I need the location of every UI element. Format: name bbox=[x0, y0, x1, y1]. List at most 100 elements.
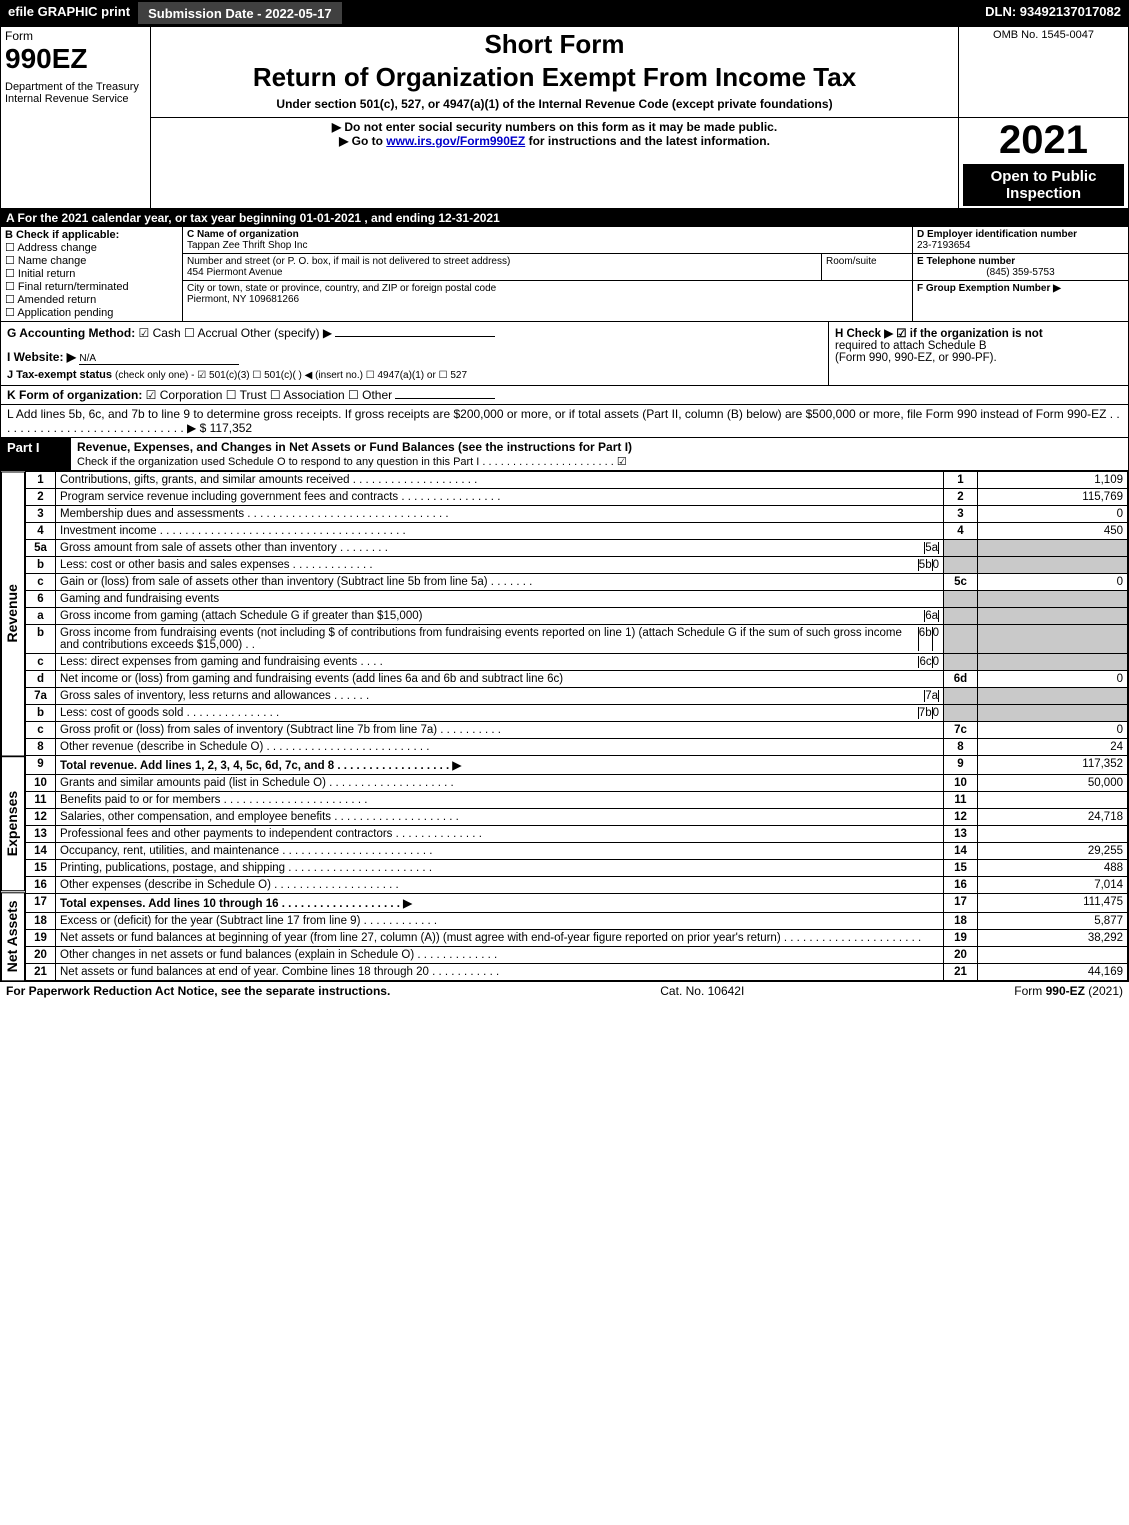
line-5b: bLess: cost or other basis and sales exp… bbox=[26, 557, 1128, 574]
chk-accrual[interactable]: ☐ Accrual bbox=[184, 326, 237, 340]
city-label: City or town, state or province, country… bbox=[187, 283, 908, 294]
line-20: 20Other changes in net assets or fund ba… bbox=[26, 947, 1128, 964]
i-label: I Website: ▶ bbox=[7, 350, 76, 364]
title-return: Return of Organization Exempt From Incom… bbox=[155, 62, 954, 93]
c-name-box: C Name of organization Tappan Zee Thrift… bbox=[183, 227, 912, 254]
header-table: Form 990EZ Department of the Treasury In… bbox=[0, 26, 1129, 209]
g-block: G Accounting Method: ☑ Cash ☐ Accrual Ot… bbox=[1, 322, 828, 385]
c-city-box: City or town, state or province, country… bbox=[183, 281, 912, 307]
arrow-goto-pre: ▶ Go to bbox=[339, 134, 386, 148]
header-left: Form 990EZ Department of the Treasury In… bbox=[1, 27, 151, 209]
chk-name-change[interactable]: Name change bbox=[5, 254, 178, 267]
line-1: 1Contributions, gifts, grants, and simil… bbox=[26, 472, 1128, 489]
line-7c: cGross profit or (loss) from sales of in… bbox=[26, 722, 1128, 739]
g-other: Other (specify) ▶ bbox=[241, 326, 332, 340]
b-label: B Check if applicable: bbox=[5, 229, 178, 241]
l-text: L Add lines 5b, 6c, and 7b to line 9 to … bbox=[7, 407, 1120, 435]
line-5a: 5aGross amount from sale of assets other… bbox=[26, 540, 1128, 557]
line-6d: dNet income or (loss) from gaming and fu… bbox=[26, 671, 1128, 688]
k-other-blank[interactable] bbox=[395, 398, 495, 399]
open-to-public: Open to Public Inspection bbox=[963, 164, 1124, 206]
line-5c: cGain or (loss) from sale of assets othe… bbox=[26, 574, 1128, 591]
room-suite-label: Room/suite bbox=[822, 254, 912, 280]
header-center-2: ▶ Do not enter social security numbers o… bbox=[151, 118, 959, 209]
addr-val: 454 Piermont Avenue bbox=[187, 267, 817, 278]
bcd-block: B Check if applicable: Address change Na… bbox=[0, 227, 1129, 322]
k-options: ☑ Corporation ☐ Trust ☐ Association ☐ Ot… bbox=[146, 388, 392, 402]
k-block: K Form of organization: ☑ Corporation ☐ … bbox=[0, 386, 1129, 405]
part-i-label: Part I bbox=[1, 438, 71, 470]
chk-initial-return[interactable]: Initial return bbox=[5, 267, 178, 280]
addr-label: Number and street (or P. O. box, if mail… bbox=[187, 256, 817, 267]
chk-amended-return[interactable]: Amended return bbox=[5, 293, 178, 306]
h-rest2: (Form 990, 990-EZ, or 990-PF). bbox=[835, 352, 997, 364]
g-label: G Accounting Method: bbox=[7, 326, 135, 340]
header-right-omb: OMB No. 1545-0047 bbox=[959, 27, 1129, 118]
col-c: C Name of organization Tappan Zee Thrift… bbox=[183, 227, 913, 321]
d-label: D Employer identification number bbox=[917, 229, 1124, 240]
lines-table: 1Contributions, gifts, grants, and simil… bbox=[25, 471, 1128, 981]
page-footer: For Paperwork Reduction Act Notice, see … bbox=[0, 982, 1129, 1000]
chk-address-change[interactable]: Address change bbox=[5, 241, 178, 254]
footer-catno: Cat. No. 10642I bbox=[660, 984, 744, 998]
website-val: N/A bbox=[79, 353, 239, 365]
irs-link[interactable]: www.irs.gov/Form990EZ bbox=[386, 134, 525, 148]
line-6: 6Gaming and fundraising events bbox=[26, 591, 1128, 608]
arrow-no-ssn: ▶ Do not enter social security numbers o… bbox=[155, 120, 954, 134]
j-options: (check only one) - ☑ 501(c)(3) ☐ 501(c)(… bbox=[115, 370, 467, 381]
line-12: 12Salaries, other compensation, and empl… bbox=[26, 809, 1128, 826]
f-label: F Group Exemption Number ▶ bbox=[917, 283, 1124, 294]
g-other-blank[interactable] bbox=[335, 336, 495, 337]
line-2: 2Program service revenue including gover… bbox=[26, 489, 1128, 506]
line-3: 3Membership dues and assessments . . . .… bbox=[26, 506, 1128, 523]
arrow-goto: ▶ Go to www.irs.gov/Form990EZ for instru… bbox=[155, 134, 954, 148]
c-label: C Name of organization bbox=[187, 229, 908, 240]
e-label: E Telephone number bbox=[917, 256, 1124, 267]
chk-application-pending[interactable]: Application pending bbox=[5, 306, 178, 319]
org-name: Tappan Zee Thrift Shop Inc bbox=[187, 240, 908, 251]
j-label: J Tax-exempt status bbox=[7, 369, 112, 381]
line-10: 10Grants and similar amounts paid (list … bbox=[26, 775, 1128, 792]
ein-val: 23-7193654 bbox=[917, 240, 1124, 251]
h-label: H Check ▶ ☑ if the organization is bbox=[835, 328, 1025, 340]
line-4: 4Investment income . . . . . . . . . . .… bbox=[26, 523, 1128, 540]
line-19: 19Net assets or fund balances at beginni… bbox=[26, 930, 1128, 947]
line-14: 14Occupancy, rent, utilities, and mainte… bbox=[26, 843, 1128, 860]
omb-number: OMB No. 1545-0047 bbox=[963, 29, 1124, 41]
part-i-header: Part I Revenue, Expenses, and Changes in… bbox=[0, 438, 1129, 471]
lines-block: Revenue Expenses Net Assets 1Contributio… bbox=[0, 471, 1129, 982]
line-a: A For the 2021 calendar year, or tax yea… bbox=[0, 209, 1129, 227]
line-15: 15Printing, publications, postage, and s… bbox=[26, 860, 1128, 877]
line-8: 8Other revenue (describe in Schedule O) … bbox=[26, 739, 1128, 756]
line-16: 16Other expenses (describe in Schedule O… bbox=[26, 877, 1128, 894]
line-11: 11Benefits paid to or for members . . . … bbox=[26, 792, 1128, 809]
line-18: 18Excess or (deficit) for the year (Subt… bbox=[26, 913, 1128, 930]
l-amount: 117,352 bbox=[210, 421, 253, 435]
top-bar: efile GRAPHIC print Submission Date - 20… bbox=[0, 0, 1129, 26]
col-b: B Check if applicable: Address change Na… bbox=[1, 227, 183, 321]
side-revenue-label: Revenue bbox=[1, 471, 25, 756]
footer-right: Form 990-EZ (2021) bbox=[1014, 984, 1123, 998]
h-block: H Check ▶ ☑ if the organization is not r… bbox=[828, 322, 1128, 385]
dept-treasury: Department of the Treasury Internal Reve… bbox=[5, 81, 146, 105]
chk-final-return[interactable]: Final return/terminated bbox=[5, 280, 178, 293]
part-i-check: Check if the organization used Schedule … bbox=[77, 456, 627, 468]
city-val: Piermont, NY 109681266 bbox=[187, 294, 908, 305]
side-netassets-label: Net Assets bbox=[1, 892, 25, 981]
topbar-spacer bbox=[344, 0, 978, 26]
form-word: Form bbox=[5, 29, 146, 43]
tax-year: 2021 bbox=[963, 120, 1124, 160]
efile-print-label[interactable]: efile GRAPHIC print bbox=[0, 0, 138, 26]
arrow-goto-post: for instructions and the latest informat… bbox=[525, 134, 770, 148]
line-6b: bGross income from fundraising events (n… bbox=[26, 625, 1128, 654]
subtitle-under: Under section 501(c), 527, or 4947(a)(1)… bbox=[155, 97, 954, 111]
h-rest: required to attach Schedule B bbox=[835, 340, 987, 352]
submission-date: Submission Date - 2022-05-17 bbox=[138, 0, 344, 26]
phone-val: (845) 359-5753 bbox=[917, 267, 1124, 278]
line-7a: 7aGross sales of inventory, less returns… bbox=[26, 688, 1128, 705]
col-def: D Employer identification number 23-7193… bbox=[913, 227, 1128, 321]
gh-block: G Accounting Method: ☑ Cash ☐ Accrual Ot… bbox=[0, 322, 1129, 386]
chk-cash[interactable]: ☑ Cash bbox=[139, 326, 181, 340]
form-990ez-page: efile GRAPHIC print Submission Date - 20… bbox=[0, 0, 1129, 1000]
line-21: 21Net assets or fund balances at end of … bbox=[26, 964, 1128, 981]
